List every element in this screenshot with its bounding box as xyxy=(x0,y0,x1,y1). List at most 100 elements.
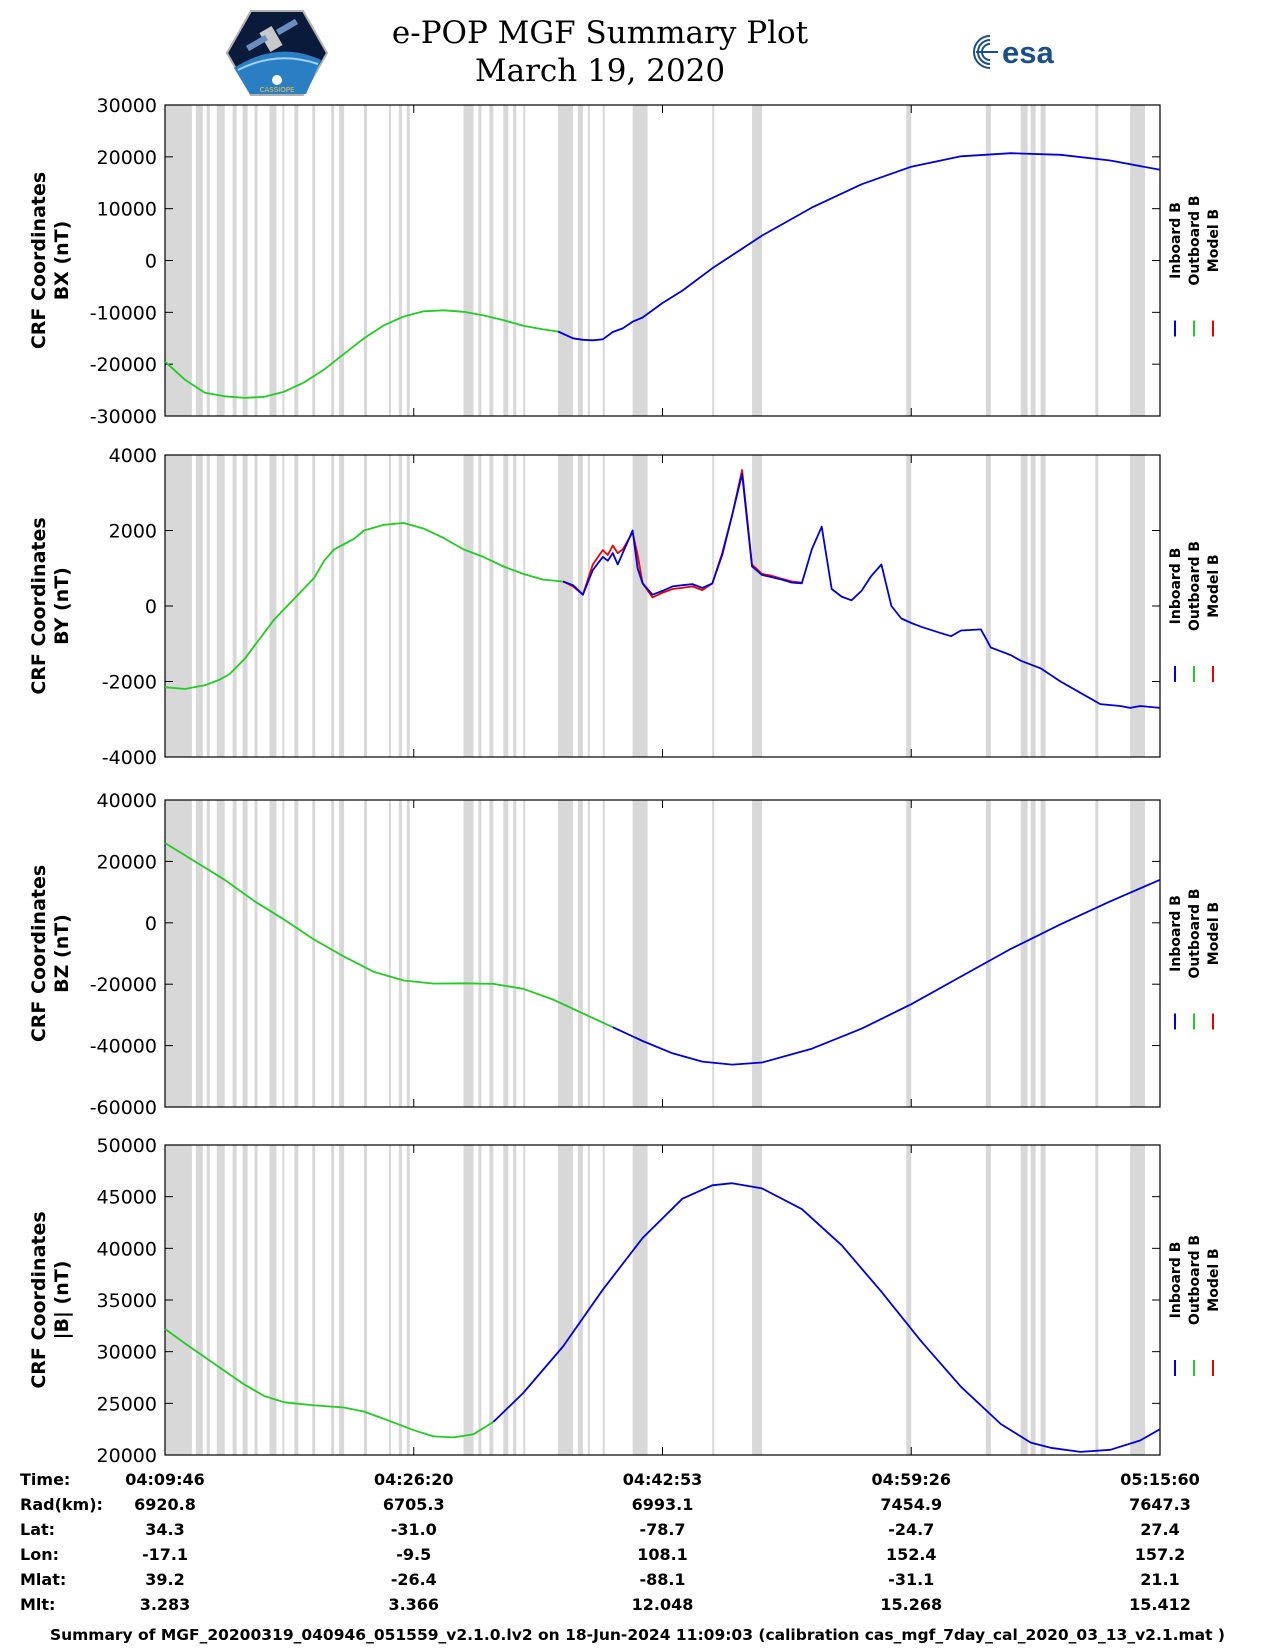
data-gap-band xyxy=(269,800,277,1107)
y-tick-label: 30000 xyxy=(97,95,157,117)
legend-label: Model B xyxy=(1206,902,1222,965)
data-gap-band xyxy=(232,1145,237,1455)
ephemeris-value: 04:26:20 xyxy=(374,1470,454,1489)
ephemeris-value: 3.283 xyxy=(140,1595,191,1614)
data-gap-band xyxy=(712,1145,715,1455)
data-gap-band xyxy=(463,800,474,1107)
ephemeris-value: 39.2 xyxy=(145,1570,184,1589)
data-gap-band xyxy=(195,455,203,757)
data-gap-band xyxy=(513,800,517,1107)
data-gap-band xyxy=(1040,800,1046,1107)
series-line-outboard-b xyxy=(164,842,614,1029)
data-gap-band xyxy=(523,455,526,757)
y-tick-label: 10000 xyxy=(97,199,157,221)
y-axis-label: CRF Coordinates xyxy=(28,517,50,694)
data-gap-band xyxy=(752,105,762,416)
data-gap-band xyxy=(577,105,583,416)
y-tick-label: 0 xyxy=(145,913,157,935)
data-gap-band xyxy=(1030,105,1036,416)
ephemeris-value: -31.0 xyxy=(391,1520,437,1539)
data-gap-band xyxy=(503,1145,509,1455)
data-gap-band xyxy=(1130,455,1146,757)
data-gap-band xyxy=(478,800,482,1107)
data-gap-band xyxy=(503,105,509,416)
data-gap-band xyxy=(339,105,345,416)
data-gap-band xyxy=(282,800,285,1107)
data-gap-band xyxy=(331,1145,335,1455)
data-gap-band xyxy=(242,800,248,1107)
y-axis-label: CRF Coordinates xyxy=(28,865,50,1042)
data-gap-band xyxy=(602,800,605,1107)
data-gap-band xyxy=(1130,1145,1146,1455)
series-line-outboard-b xyxy=(164,309,559,399)
data-gap-band xyxy=(1130,105,1146,416)
data-gap-band xyxy=(406,1145,410,1455)
data-gap-band xyxy=(294,1145,299,1455)
data-gap-band xyxy=(587,800,590,1107)
data-gap-band xyxy=(577,800,583,1107)
data-gap-band xyxy=(388,105,391,416)
data-gap-band xyxy=(294,800,299,1107)
y-tick-label: 25000 xyxy=(97,1393,157,1415)
data-gap-band xyxy=(388,800,391,1107)
data-gap-band xyxy=(587,455,590,757)
data-gap-band xyxy=(489,800,494,1107)
legend-label: Outboard B xyxy=(1187,541,1203,631)
ephemeris-value: -24.7 xyxy=(888,1520,934,1539)
data-gap-band xyxy=(195,105,203,416)
data-gap-band xyxy=(712,105,715,416)
ephemeris-row-label: Time: xyxy=(20,1470,70,1489)
data-gap-band xyxy=(294,455,299,757)
data-gap-band xyxy=(463,105,474,416)
data-gap-band xyxy=(1095,800,1099,1107)
series-line-outboard-b xyxy=(164,522,564,690)
data-gap-band xyxy=(1020,105,1028,416)
y-tick-label: -30000 xyxy=(90,406,157,428)
y-tick-label: 20000 xyxy=(97,1445,157,1467)
data-gap-band xyxy=(331,455,335,757)
data-gap-band xyxy=(985,455,991,757)
data-gap-band xyxy=(558,105,573,416)
y-axis-unit-label: |B| (nT) xyxy=(51,1261,73,1340)
title-date: March 19, 2020 xyxy=(474,53,726,89)
data-gap-band xyxy=(478,455,482,757)
y-axis-unit-label: BY (nT) xyxy=(51,567,73,645)
data-gap-band xyxy=(577,455,583,757)
data-gap-band xyxy=(254,105,258,416)
y-tick-label: 35000 xyxy=(97,1290,157,1312)
ephemeris-value: 27.4 xyxy=(1140,1520,1179,1539)
data-gap-band xyxy=(339,1145,345,1455)
series-line-inboard-b xyxy=(492,1182,1161,1453)
data-gap-band xyxy=(558,800,573,1107)
ephemeris-value: 108.1 xyxy=(637,1545,688,1564)
data-gap-band xyxy=(1095,455,1099,757)
data-gap-band xyxy=(206,800,210,1107)
data-gap-band xyxy=(339,455,345,757)
data-gap-band xyxy=(1020,800,1028,1107)
data-gap-band xyxy=(463,455,474,757)
data-gap-band xyxy=(232,800,237,1107)
title-line-1: e-POP MGF Summary Plot xyxy=(391,15,809,51)
ephemeris-row-label: Mlt: xyxy=(20,1595,55,1614)
y-tick-label: 2000 xyxy=(109,521,157,543)
ephemeris-value: 7647.3 xyxy=(1129,1495,1191,1514)
ephemeris-value: -17.1 xyxy=(142,1545,188,1564)
data-gap-band xyxy=(558,1145,573,1455)
ephemeris-value: 04:59:26 xyxy=(871,1470,951,1489)
ephemeris-value: 6705.3 xyxy=(383,1495,445,1514)
data-gap-band xyxy=(364,1145,367,1455)
data-gap-band xyxy=(1095,1145,1099,1455)
footer-caption: Summary of MGF_20200319_040946_051559_v2… xyxy=(49,1626,1226,1644)
y-tick-label: -60000 xyxy=(90,1097,157,1119)
ephemeris-value: -26.4 xyxy=(391,1570,437,1589)
data-gap-band xyxy=(906,800,912,1107)
data-gap-band xyxy=(195,800,203,1107)
series-line-inboard-b xyxy=(562,472,1161,709)
data-gap-band xyxy=(489,1145,494,1455)
y-tick-label: 30000 xyxy=(97,1342,157,1364)
data-gap-band xyxy=(985,800,991,1107)
ephemeris-value: 05:15:60 xyxy=(1120,1470,1200,1489)
data-gap-band xyxy=(216,105,225,416)
series-line-outboard-b xyxy=(164,1328,494,1439)
